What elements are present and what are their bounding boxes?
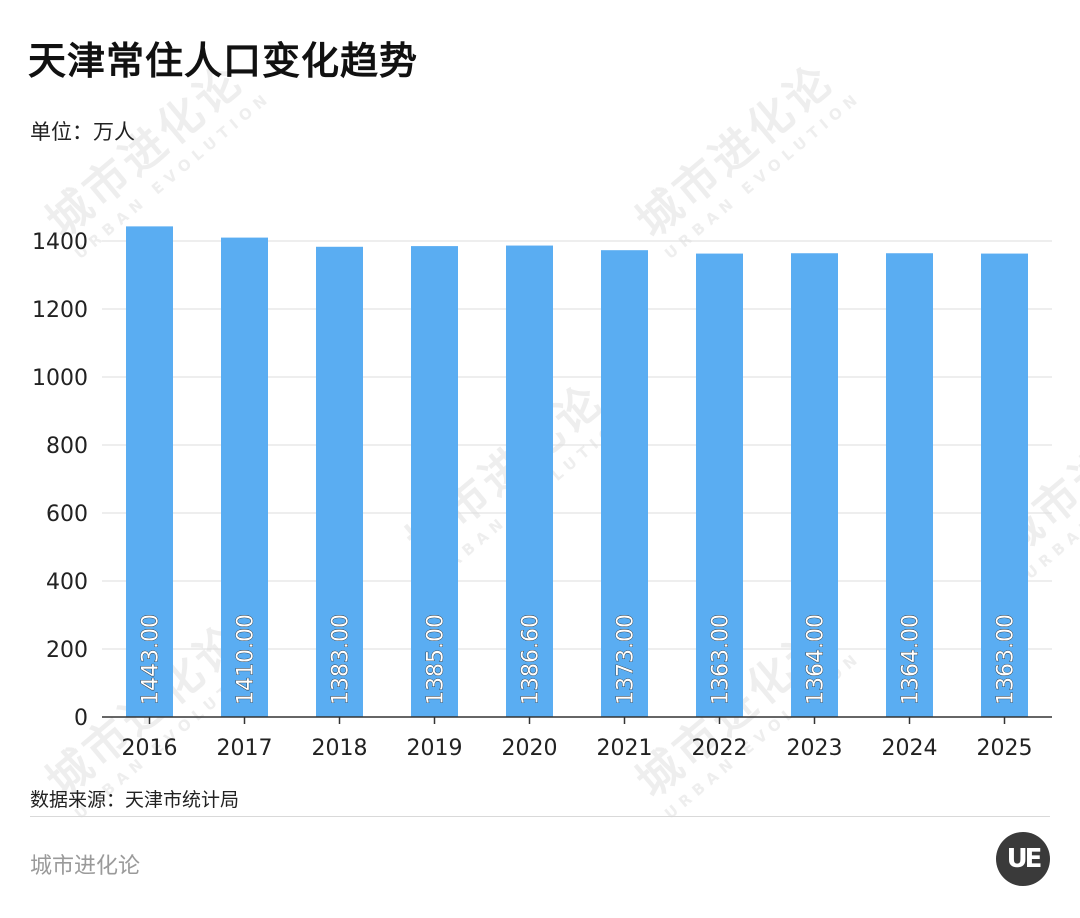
chart-title: 天津常住人口变化趋势 — [28, 39, 419, 83]
x-tick-label: 2020 — [502, 736, 558, 761]
y-tick-label: 1200 — [32, 298, 88, 323]
bar-value-label: 1385.00 — [424, 614, 449, 705]
bar-value-label: 1443.00 — [139, 614, 164, 705]
unit-label: 单位：万人 — [30, 120, 135, 144]
x-tick-label: 2022 — [692, 736, 748, 761]
bar — [696, 253, 743, 717]
bar — [411, 246, 458, 717]
bar-value-label: 1373.00 — [614, 614, 639, 705]
x-tick-label: 2017 — [217, 736, 273, 761]
value-labels: 1443.00 1410.00 1383.00 1385.00 1386.60 1373.… — [138, 614, 1019, 706]
data-source: 数据来源：天津市统计局 — [30, 789, 240, 811]
x-tick-label: 2023 — [787, 736, 843, 761]
x-tick-label: 2016 — [122, 736, 178, 761]
y-tick-label: 0 — [74, 706, 88, 731]
bars — [126, 226, 1028, 718]
y-tick-label: 1400 — [32, 230, 88, 255]
footer-divider — [30, 816, 1050, 817]
y-tick-label: 200 — [46, 638, 88, 663]
x-tick-label: 2024 — [882, 736, 938, 761]
bar — [316, 246, 363, 717]
x-tick-label: 2018 — [312, 736, 368, 761]
y-tick-label: 1000 — [32, 366, 88, 391]
bar-value-label: 1363.00 — [994, 614, 1019, 705]
bar — [506, 245, 553, 717]
y-tick-label: 600 — [46, 502, 88, 527]
x-tick-label: 2025 — [977, 736, 1033, 761]
x-tick-label: 2019 — [407, 736, 463, 761]
bar — [981, 253, 1028, 717]
x-tick-label: 2021 — [597, 736, 653, 761]
y-tick-label: 800 — [46, 434, 88, 459]
bar-value-label: 1410.00 — [234, 614, 259, 705]
bar-value-label: 1386.60 — [519, 614, 544, 705]
y-tick-label: 400 — [46, 570, 88, 595]
bar-chart: 1443.00 1410.00 1383.00 1385.00 1386.60 1373.… — [32, 226, 1052, 761]
brand-logo-icon: UE — [996, 832, 1050, 886]
bar — [126, 226, 173, 717]
brand-name: 城市进化论 — [30, 854, 141, 879]
bar — [791, 253, 838, 718]
bar — [601, 250, 648, 717]
bar-value-label: 1364.00 — [899, 614, 924, 705]
bar — [886, 253, 933, 718]
axes: 0 200 400 600 800 1000 1200 1400 2016 2017 2018 201… — [32, 230, 1052, 761]
bar-value-label: 1383.00 — [329, 614, 354, 705]
bar-value-label: 1363.00 — [709, 614, 734, 705]
bar-value-label: 1364.00 — [804, 614, 829, 705]
bar — [221, 237, 268, 717]
